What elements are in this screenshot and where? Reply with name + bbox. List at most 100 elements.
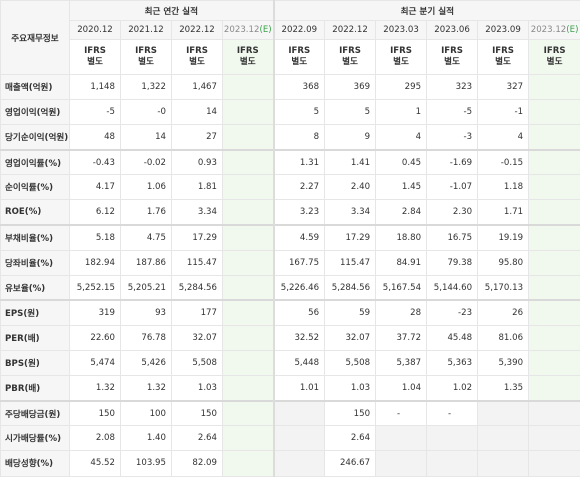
period-header: 2020.12 [70, 21, 121, 40]
table-cell: 81.06 [478, 325, 529, 350]
table-cell [223, 250, 274, 275]
table-cell [529, 376, 580, 401]
table-cell: 2.30 [427, 200, 478, 225]
table-cell: 3.23 [274, 200, 325, 225]
table-cell [223, 401, 274, 426]
table-cell [223, 100, 274, 125]
table-cell [376, 426, 427, 451]
period-label: 2023.09 [485, 25, 521, 35]
table-cell: 1.40 [121, 426, 172, 451]
table-cell: 182.94 [70, 250, 121, 275]
table-cell: 1.35 [478, 376, 529, 401]
table-cell: 59 [325, 300, 376, 325]
row-label: BPS(원) [1, 351, 70, 376]
table-cell: 37.72 [376, 325, 427, 350]
table-cell: 32.07 [172, 325, 223, 350]
table-cell: 2.40 [325, 175, 376, 200]
table-cell [223, 75, 274, 100]
table-cell [529, 426, 580, 451]
table-cell: 4 [376, 125, 427, 150]
table-cell: 5,426 [121, 351, 172, 376]
table-cell [529, 200, 580, 225]
table-cell [274, 426, 325, 451]
estimate-mark: (E) [259, 25, 271, 35]
table-cell: 4.17 [70, 175, 121, 200]
table-cell: 1.81 [172, 175, 223, 200]
period-label: 2022.12 [179, 25, 215, 35]
table-cell [223, 275, 274, 300]
table-cell: -3 [427, 125, 478, 150]
table-cell: 1.32 [121, 376, 172, 401]
separate-statement-label: 별도 [529, 57, 580, 68]
ifrs-label: IFRS [275, 46, 325, 57]
period-header: 2023.03 [376, 21, 427, 40]
row-label: 부채비율(%) [1, 225, 70, 250]
table-cell: 19.19 [478, 225, 529, 250]
table-cell [223, 351, 274, 376]
table-cell: 2.64 [172, 426, 223, 451]
table-cell: 5,508 [325, 351, 376, 376]
table-cell: 4 [478, 125, 529, 150]
table-cell: 1.76 [121, 200, 172, 225]
table-cell: 27 [172, 125, 223, 150]
table-cell: -5 [427, 100, 478, 125]
table-cell: 1,322 [121, 75, 172, 100]
table-cell: 2.84 [376, 200, 427, 225]
table-cell: 26 [478, 300, 529, 325]
table-cell: 1.45 [376, 175, 427, 200]
table-cell: -0.43 [70, 150, 121, 175]
row-label: 배당성향(%) [1, 451, 70, 476]
table-cell [478, 451, 529, 476]
table-cell: 150 [325, 401, 376, 426]
period-header: 2022.12 [172, 21, 223, 40]
period-label: 2023.06 [434, 25, 470, 35]
table-cell: 115.47 [172, 250, 223, 275]
table-cell: 1.03 [325, 376, 376, 401]
table-cell: 5 [325, 100, 376, 125]
table-cell [223, 200, 274, 225]
table-cell: 1.18 [478, 175, 529, 200]
ifrs-label: IFRS [223, 46, 273, 57]
table-cell [529, 125, 580, 150]
table-cell: 1.41 [325, 150, 376, 175]
table-cell: 295 [376, 75, 427, 100]
table-cell: 5,474 [70, 351, 121, 376]
annual-group-header: 최근 연간 실적 [70, 1, 274, 21]
table-cell: 32.07 [325, 325, 376, 350]
table-cell: 9 [325, 125, 376, 150]
period-label: 2023.12 [531, 25, 567, 35]
table-cell: 319 [70, 300, 121, 325]
table-cell: 5,363 [427, 351, 478, 376]
table-cell: -5 [70, 100, 121, 125]
period-label: 2022.12 [332, 25, 368, 35]
row-label: 영업이익(억원) [1, 100, 70, 125]
corner-header: 주요재무정보 [1, 1, 70, 75]
table-cell: 368 [274, 75, 325, 100]
separate-statement-label: 별도 [275, 57, 325, 68]
period-header: 2023.09 [478, 21, 529, 40]
table-cell: 5,170.13 [478, 275, 529, 300]
table-cell [529, 100, 580, 125]
table-cell: 32.52 [274, 325, 325, 350]
table-cell: 1.01 [274, 376, 325, 401]
row-label: 당기순이익(억원) [1, 125, 70, 150]
period-label: 2022.09 [282, 25, 318, 35]
separate-statement-label: 별도 [70, 57, 120, 68]
table-cell [478, 426, 529, 451]
table-cell: 1.31 [274, 150, 325, 175]
table-cell [223, 175, 274, 200]
table-cell: 1,467 [172, 75, 223, 100]
row-label: 유보율(%) [1, 275, 70, 300]
ifrs-label: IFRS [172, 46, 222, 57]
table-cell: 5,390 [478, 351, 529, 376]
table-cell: 246.67 [325, 451, 376, 476]
